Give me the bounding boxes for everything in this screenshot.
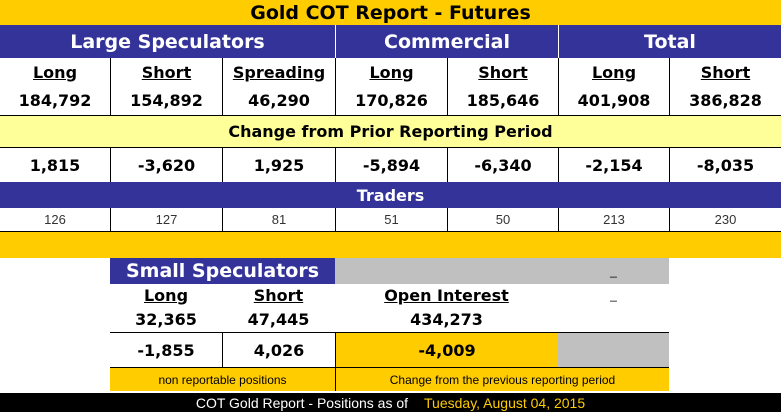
small-speculators-title: Small Speculators bbox=[125, 260, 320, 282]
col-header-total-long: Long bbox=[558, 58, 669, 86]
change-large-short: -3,620 bbox=[110, 148, 222, 182]
dash-right: _ bbox=[610, 288, 617, 302]
open-interest-value-cell: 434,273 bbox=[335, 306, 558, 332]
group-commercial: Commercial bbox=[335, 25, 558, 58]
small-long-change: -1,855 bbox=[137, 340, 195, 360]
traders-commercial-long: 51 bbox=[335, 208, 447, 231]
position-commercial-short: 185,646 bbox=[447, 86, 558, 115]
change-spreading: 1,925 bbox=[222, 148, 335, 182]
small-short-label-cell: Short bbox=[222, 284, 335, 306]
small-short-change-cell: 4,026 bbox=[222, 333, 335, 367]
report-title: Gold COT Report - Futures bbox=[250, 1, 531, 24]
position-total-long: 401,908 bbox=[558, 86, 669, 115]
position-total-short: 386,828 bbox=[669, 86, 781, 115]
small-note: non reportable positions bbox=[158, 372, 287, 387]
traders-total-long: 213 bbox=[558, 208, 669, 231]
small-long-value: 32,365 bbox=[135, 309, 197, 329]
col-header-total-short: Short bbox=[669, 58, 781, 86]
small-long-value-cell: 32,365 bbox=[110, 306, 222, 332]
small-short-value: 47,445 bbox=[247, 309, 310, 329]
divider-band bbox=[0, 232, 781, 258]
footer-content: COT Gold Report - Positions as of Tuesda… bbox=[0, 393, 781, 412]
position-large-long: 184,792 bbox=[18, 91, 92, 110]
grey-cell-bottom-right bbox=[558, 333, 669, 367]
traders-spreading: 81 bbox=[222, 208, 335, 231]
dash-top: _ bbox=[610, 264, 617, 278]
traders-commercial-short: 50 bbox=[447, 208, 558, 231]
position-large-short: 154,892 bbox=[110, 86, 222, 115]
grey-cell-top-middle bbox=[335, 258, 558, 284]
position-spreading: 46,290 bbox=[222, 86, 335, 115]
traders-header-row: Traders bbox=[0, 182, 781, 208]
dash-cell-right: _ bbox=[558, 284, 669, 306]
open-interest-label: Open Interest bbox=[384, 285, 509, 305]
footer-label: COT Gold Report - Positions as of bbox=[195, 394, 409, 411]
change-header-row: Change from Prior Reporting Period bbox=[0, 116, 781, 148]
changes-row: 1,815 -3,620 1,925 -5,894 -6,340 -2,154 … bbox=[0, 148, 781, 182]
small-block-rule bbox=[110, 332, 669, 333]
col-header-commercial-long: Long bbox=[335, 58, 447, 86]
col-header-commercial-short: Short bbox=[447, 58, 558, 86]
traders-row: 126 127 81 51 50 213 230 bbox=[0, 208, 781, 232]
traders-large-long: 126 bbox=[44, 212, 66, 227]
traders-title: Traders bbox=[356, 185, 425, 205]
change-large-long: 1,815 bbox=[29, 155, 81, 175]
group-large-speculators: Large Speculators bbox=[70, 30, 265, 53]
title-bar: Gold COT Report - Futures bbox=[0, 0, 781, 25]
small-short-change: 4,026 bbox=[253, 340, 305, 360]
change-title: Change from Prior Reporting Period bbox=[228, 122, 553, 141]
footer-bar: COT Gold Report - Positions as of Tuesda… bbox=[0, 393, 781, 412]
change-commercial-short: -6,340 bbox=[447, 148, 558, 182]
open-interest-label-cell: Open Interest bbox=[335, 284, 558, 306]
open-interest-note-cell: Change from the previous reporting perio… bbox=[335, 367, 669, 391]
column-header-row: Long Short Spreading Long Short Long Sho… bbox=[0, 58, 781, 86]
small-short-label: Short bbox=[253, 285, 304, 305]
positions-row: 184,792 154,892 46,290 170,826 185,646 4… bbox=[0, 86, 781, 116]
change-total-long: -2,154 bbox=[558, 148, 669, 182]
traders-total-short: 230 bbox=[669, 208, 781, 231]
group-total: Total bbox=[558, 25, 781, 58]
open-interest-change: -4,009 bbox=[418, 340, 476, 360]
traders-large-short: 127 bbox=[110, 208, 222, 231]
small-short-value-cell: 47,445 bbox=[222, 306, 335, 332]
open-interest-note: Change from the previous reporting perio… bbox=[389, 372, 616, 387]
open-interest-value: 434,273 bbox=[410, 309, 483, 329]
col-header-spreading: Spreading bbox=[222, 58, 335, 86]
open-interest-change-cell: -4,009 bbox=[335, 333, 558, 367]
small-speculators-header: Small Speculators bbox=[110, 258, 335, 284]
small-long-label-cell: Long bbox=[110, 284, 222, 306]
group-header-row: Large Speculators Commercial Total bbox=[0, 25, 781, 58]
change-total-short: -8,035 bbox=[669, 148, 781, 182]
grey-cell-top-right: _ bbox=[558, 258, 669, 284]
footer-date: Tuesday, August 04, 2015 bbox=[424, 394, 586, 411]
position-commercial-long: 170,826 bbox=[335, 86, 447, 115]
col-header-large-short: Short bbox=[110, 58, 222, 86]
small-note-cell: non reportable positions bbox=[110, 367, 335, 391]
small-long-label: Long bbox=[143, 285, 189, 305]
change-commercial-long: -5,894 bbox=[335, 148, 447, 182]
small-long-change-cell: -1,855 bbox=[110, 333, 222, 367]
col-header-large-long: Long bbox=[32, 62, 78, 82]
